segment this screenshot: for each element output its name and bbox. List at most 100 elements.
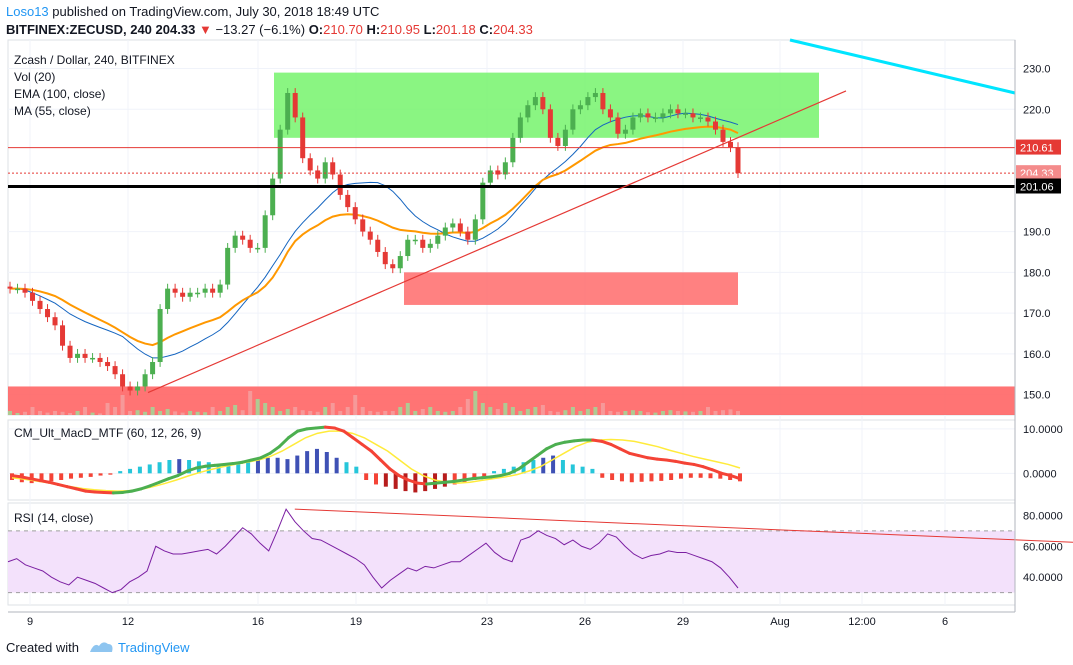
- macd-line-segment: [84, 489, 97, 494]
- candle-body: [262, 215, 268, 248]
- macd-line-segment: [28, 477, 42, 482]
- macd-histogram-bar: [600, 473, 605, 478]
- macd-histogram-bar: [482, 473, 487, 478]
- volume-bar: [495, 409, 500, 415]
- volume-bar: [120, 395, 125, 415]
- last-price: 204.33: [155, 22, 196, 37]
- candle-body: [502, 162, 508, 175]
- candle-body: [322, 162, 328, 179]
- macd-histogram-bar: [492, 471, 497, 474]
- volume-bar: [638, 411, 643, 415]
- volume-bar: [736, 411, 740, 415]
- candle-body: [30, 292, 36, 301]
- volume-bar: [315, 411, 320, 415]
- volume-bar: [240, 410, 245, 415]
- candle-body: [682, 113, 688, 115]
- macd-line-segment: [646, 456, 659, 461]
- macd-line-segment: [148, 480, 161, 488]
- macd-line-segment: [655, 457, 668, 462]
- macd-line-segment: [323, 425, 337, 430]
- y-tick-label: 220.0: [1023, 104, 1051, 116]
- volume-bar: [263, 403, 268, 415]
- low-label: L:: [423, 22, 436, 37]
- x-tick-label: 19: [350, 616, 362, 628]
- macd-line-segment: [701, 465, 714, 472]
- macd-line-segment: [305, 426, 318, 431]
- macd-histogram-bar: [590, 468, 595, 474]
- x-tick-label: 29: [677, 616, 689, 628]
- macd-histogram-bar: [118, 471, 123, 474]
- macd-line-segment: [342, 429, 355, 440]
- macd-line-segment: [535, 447, 548, 458]
- volume-bar: [180, 412, 185, 415]
- candle-body: [15, 288, 21, 291]
- volume-bar: [300, 410, 305, 415]
- candle-body: [660, 113, 666, 118]
- macd-line-segment: [268, 445, 281, 455]
- candle-body: [630, 117, 636, 130]
- macd-line-segment: [194, 464, 208, 470]
- created-with-label: Created with: [6, 640, 79, 655]
- volume-bar: [353, 395, 358, 415]
- volume-bar: [113, 407, 118, 415]
- candle-body: [82, 353, 88, 358]
- macd-line-segment: [388, 467, 401, 478]
- resistance-zone: [274, 72, 819, 138]
- macd-histogram-bar: [629, 473, 634, 483]
- tradingview-brand[interactable]: TradingView: [118, 640, 190, 655]
- macd-line-segment: [121, 489, 134, 494]
- rsi-pane[interactable]: [7, 508, 1073, 594]
- volume-bar: [150, 407, 155, 415]
- macd-histogram-bar: [472, 473, 477, 480]
- published-text: published on TradingView.com, July 30, 2…: [48, 4, 380, 19]
- macd-histogram-bar: [59, 473, 64, 480]
- volume-bar: [210, 407, 215, 415]
- macd-histogram-bar: [718, 473, 723, 479]
- macd-histogram-bar: [334, 457, 339, 474]
- macd-histogram-bar: [167, 460, 172, 474]
- candle-body: [420, 239, 426, 248]
- x-tick-label: 26: [579, 616, 591, 628]
- candle-body: [615, 117, 621, 134]
- macd-line-segment: [462, 477, 475, 482]
- volume-bar: [368, 411, 373, 415]
- macd-histogram-bar: [285, 459, 290, 474]
- macd-line-segment: [314, 425, 327, 430]
- volume-bar: [38, 411, 43, 415]
- candle-body: [255, 247, 261, 250]
- price-label-text: 201.06: [1020, 181, 1054, 193]
- macd-line-segment: [729, 474, 742, 481]
- macd-line-segment: [397, 474, 410, 482]
- macd-line-segment: [471, 476, 484, 481]
- macd-histogram-bar: [521, 462, 526, 474]
- volume-bar: [480, 403, 485, 415]
- y-tick-label: 80.0000: [1023, 510, 1063, 522]
- macd-histogram-bar: [88, 473, 93, 477]
- high-value: 210.95: [380, 22, 421, 37]
- candle-body: [450, 223, 456, 228]
- volume-bar: [518, 411, 523, 415]
- volume-bar: [323, 407, 328, 415]
- macd-histogram-bar: [570, 464, 575, 474]
- macd-line-segment: [204, 463, 217, 468]
- publisher-link[interactable]: Loso13: [6, 4, 49, 19]
- volume-bar: [128, 411, 133, 415]
- macd-pane[interactable]: [10, 425, 742, 495]
- volume-bar: [188, 411, 193, 415]
- rsi-line: [7, 508, 739, 594]
- volume-bar: [173, 411, 178, 415]
- volume-bar: [345, 407, 350, 415]
- candle-body: [90, 357, 96, 360]
- macd-line-segment: [480, 475, 493, 480]
- macd-histogram-bar: [560, 460, 565, 474]
- low-value: 201.18: [435, 22, 476, 37]
- candle-body: [165, 288, 171, 310]
- volume-bar: [248, 391, 253, 415]
- macd-histogram-bar: [462, 473, 467, 483]
- x-tick-label: 23: [481, 616, 493, 628]
- macd-line-segment: [692, 462, 705, 469]
- macd-histogram-bar: [669, 473, 674, 480]
- candle-body: [607, 109, 613, 118]
